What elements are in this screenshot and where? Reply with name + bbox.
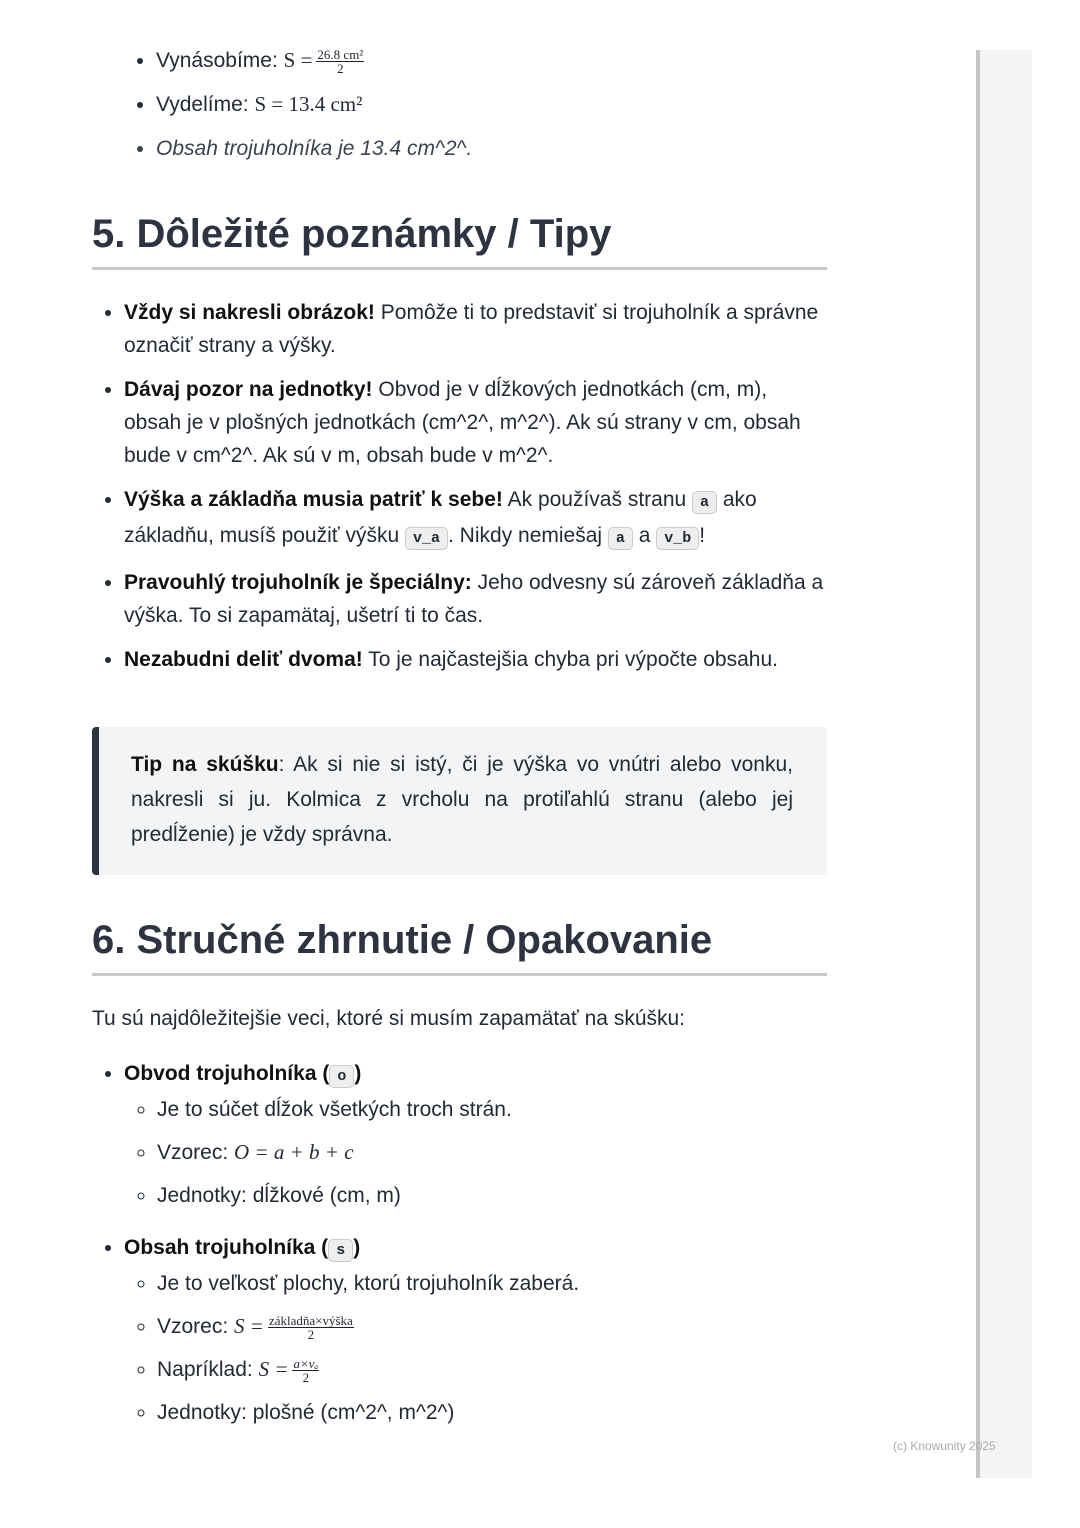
math: S = 13.4 cm² bbox=[254, 92, 363, 116]
inline-code: s bbox=[328, 1239, 354, 1262]
side-panel bbox=[976, 50, 1032, 1478]
denominator: 2 bbox=[337, 60, 344, 76]
quote-bold: Tip na skúšku bbox=[131, 753, 279, 776]
summary-obvod: Obvod trojuholníka (o) Je to súčet dĺžok… bbox=[124, 1057, 824, 1222]
tip-text: Obvod je v dĺžkových jednotkách (cm, m),… bbox=[124, 378, 801, 467]
tip-text: . Nikdy nemiešaj bbox=[448, 524, 608, 547]
tip-text: ako základňu, musíš použiť výšku bbox=[124, 488, 757, 547]
list-item: Je to veľkosť plochy, ktorú trojuholník … bbox=[157, 1267, 824, 1300]
copyright-footer: (c) Knowunity 2025 bbox=[893, 1439, 996, 1453]
section-5-heading: 5. Dôležité poznámky / Tipy bbox=[92, 212, 827, 270]
tips-list: Vždy si nakresli obrázok! Pomôže ti to p… bbox=[124, 296, 824, 687]
summary-title: Obsah trojuholníka ( bbox=[124, 1236, 329, 1259]
step-label: Vydelíme: bbox=[156, 93, 249, 116]
denominator: 2 bbox=[307, 1326, 315, 1342]
list-item: Nezabudni deliť dvoma! To je najčastejši… bbox=[124, 643, 824, 676]
list-item: Jednotky: plošné (cm^2^, m^2^) bbox=[157, 1396, 824, 1429]
inline-code: v_a bbox=[405, 527, 449, 550]
list-item: Jednotky: dĺžkové (cm, m) bbox=[157, 1179, 824, 1212]
inline-code: a bbox=[692, 491, 718, 514]
tip-text: a bbox=[632, 524, 657, 547]
item-text: Napríklad: bbox=[157, 1358, 253, 1381]
step-label: Vynásobíme: bbox=[156, 49, 278, 72]
formula: O = a + b + c bbox=[234, 1140, 354, 1164]
item-text: Je to veľkosť plochy, ktorú trojuholník … bbox=[157, 1272, 580, 1295]
list-item: Obsah trojuholníka je 13.4 cm^2^. bbox=[156, 132, 472, 165]
list-item: Vydelíme: S = 13.4 cm² bbox=[156, 88, 472, 121]
tip-bold: Vždy si nakresli obrázok! bbox=[124, 301, 375, 324]
list-item: Napríklad: S =a×vₐ2 bbox=[157, 1353, 824, 1386]
math: S = bbox=[234, 1314, 264, 1338]
tip-text: Pomôže ti to predstaviť si trojuholník a… bbox=[124, 301, 819, 357]
quote-text: : Ak si nie si istý, či je výška vo vnút… bbox=[131, 753, 793, 846]
numerator: a×vₐ bbox=[292, 1355, 320, 1371]
tip-text: ! bbox=[699, 524, 706, 547]
item-text: Je to súčet dĺžok všetkých troch strán. bbox=[157, 1098, 512, 1121]
tip-text: Ak používaš stranu bbox=[502, 488, 693, 511]
exam-tip-blockquote: Tip na skúšku: Ak si nie si istý, či je … bbox=[92, 727, 827, 875]
item-text: Vzorec: bbox=[157, 1315, 229, 1338]
summary-obsah: Obsah trojuholníka (s) Je to veľkosť plo… bbox=[124, 1231, 824, 1439]
summary-intro: Tu sú najdôležitejšie veci, ktoré si mus… bbox=[92, 1007, 686, 1030]
list-item: Výška a základňa musia patriť k sebe! Ak… bbox=[124, 483, 824, 555]
fraction: základňa×výška 2 bbox=[267, 1312, 354, 1342]
math: S = bbox=[258, 1357, 289, 1381]
fraction: 26.8 cm² 2 bbox=[316, 46, 365, 76]
list-item: Pravouhlý trojuholník je špeciálny: Jeho… bbox=[124, 566, 824, 632]
result-text: Obsah trojuholníka je 13.4 cm^2^. bbox=[156, 137, 473, 160]
tip-bold: Výška a základňa musia patriť k sebe! bbox=[124, 488, 503, 511]
paren: ) bbox=[353, 1236, 361, 1259]
list-item: Obvod trojuholníka (o) Je to súčet dĺžok… bbox=[124, 1057, 824, 1212]
tip-bold: Nezabudni deliť dvoma! bbox=[124, 648, 363, 671]
math: S = bbox=[283, 48, 313, 72]
inline-code: o bbox=[329, 1065, 355, 1088]
list-item: Vždy si nakresli obrázok! Pomôže ti to p… bbox=[124, 296, 824, 362]
list-item: Je to súčet dĺžok všetkých troch strán. bbox=[157, 1093, 824, 1126]
fraction: a×vₐ 2 bbox=[292, 1355, 320, 1385]
inline-code: v_b bbox=[656, 527, 700, 550]
list-item: Vzorec: O = a + b + c bbox=[157, 1136, 824, 1169]
list-item: Obsah trojuholníka (s) Je to veľkosť plo… bbox=[124, 1231, 824, 1429]
list-item: Dávaj pozor na jednotky! Obvod je v dĺžk… bbox=[124, 373, 824, 472]
inline-code: a bbox=[607, 527, 633, 550]
denominator: 2 bbox=[302, 1369, 310, 1385]
tip-text: Jeho odvesny sú zároveň základňa a výška… bbox=[124, 571, 824, 627]
section-6-heading: 6. Stručné zhrnutie / Opakovanie bbox=[92, 918, 827, 976]
tip-bold: Pravouhlý trojuholník je špeciálny: bbox=[124, 571, 472, 594]
tip-bold: Dávaj pozor na jednotky! bbox=[124, 378, 373, 401]
item-text: Jednotky: dĺžkové (cm, m) bbox=[157, 1184, 401, 1207]
summary-title: Obvod trojuholníka ( bbox=[124, 1062, 330, 1085]
item-text: Vzorec: bbox=[157, 1141, 229, 1164]
item-text: Jednotky: plošné (cm^2^, m^2^) bbox=[157, 1401, 455, 1424]
tip-text: To je najčastejšia chyba pri výpočte obs… bbox=[362, 648, 778, 671]
numerator: 26.8 cm² bbox=[316, 46, 365, 62]
numerator: základňa×výška bbox=[267, 1312, 354, 1328]
paren: ) bbox=[354, 1062, 362, 1085]
